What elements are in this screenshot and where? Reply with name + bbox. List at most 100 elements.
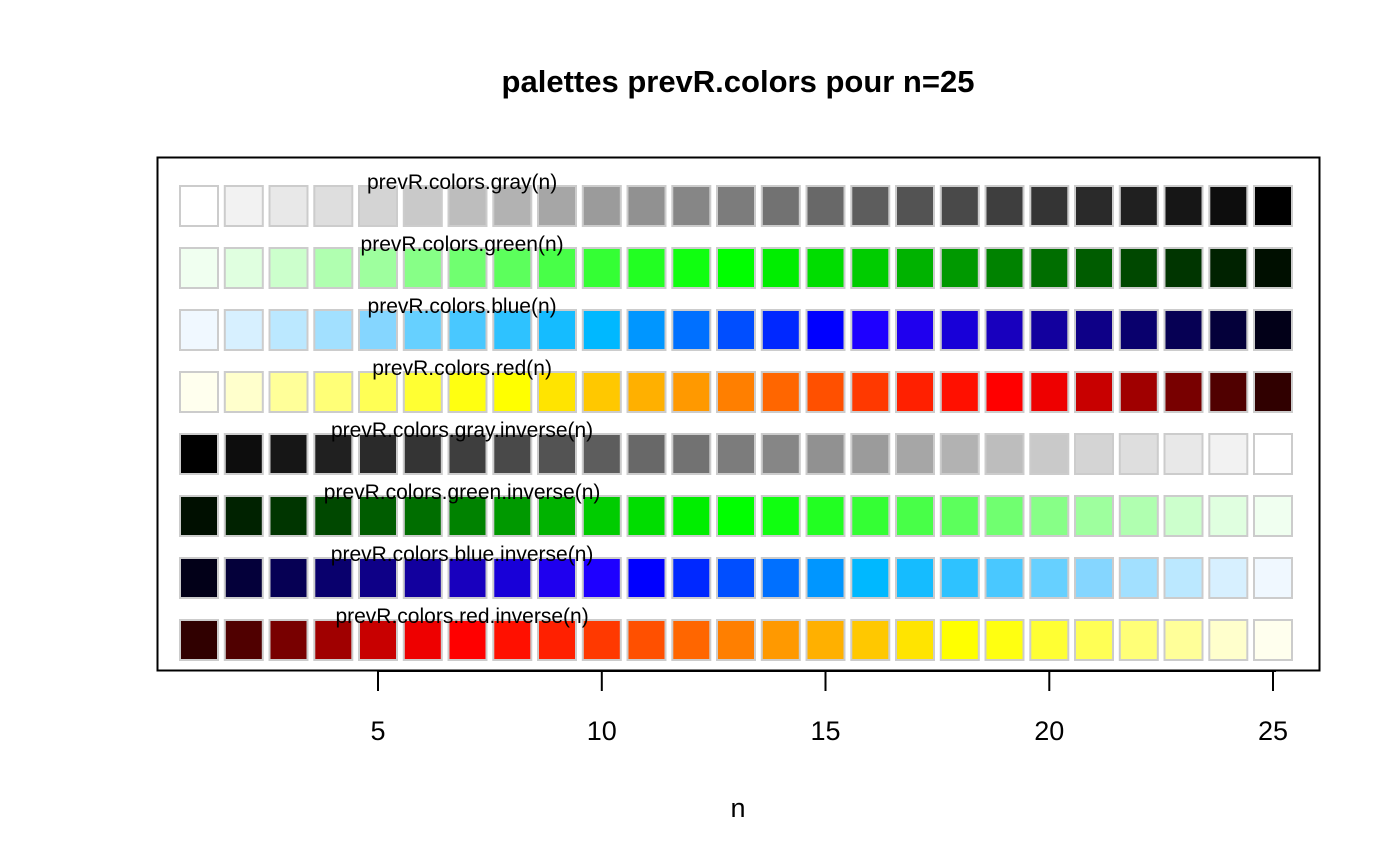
color-swatch — [1074, 371, 1114, 413]
color-swatch — [805, 557, 846, 599]
color-swatch — [626, 495, 667, 537]
color-swatch — [1253, 495, 1293, 537]
color-swatch — [1074, 495, 1114, 537]
color-swatch — [1074, 185, 1114, 227]
color-swatch — [492, 185, 533, 227]
color-swatch — [581, 247, 622, 289]
swatch-grid — [179, 185, 1293, 661]
color-swatch — [671, 619, 712, 661]
color-swatch — [1029, 557, 1070, 599]
color-swatch — [895, 309, 935, 351]
color-swatch — [402, 185, 443, 227]
color-swatch — [805, 185, 846, 227]
palette-label: prevR.colors.red(n) — [372, 357, 552, 380]
color-swatch — [447, 557, 488, 599]
color-swatch — [671, 557, 712, 599]
color-swatch — [268, 371, 309, 413]
color-swatch — [179, 371, 219, 413]
color-swatch — [358, 309, 398, 351]
color-swatch — [1029, 185, 1070, 227]
color-swatch — [760, 433, 801, 475]
color-swatch — [850, 495, 891, 537]
color-swatch — [626, 247, 667, 289]
color-swatch — [492, 309, 533, 351]
color-swatch — [984, 495, 1025, 537]
color-swatch — [223, 309, 264, 351]
color-swatch — [850, 247, 891, 289]
color-swatch — [179, 309, 219, 351]
color-swatch — [626, 309, 667, 351]
color-swatch — [671, 495, 712, 537]
color-swatch — [1118, 495, 1159, 537]
color-swatch — [805, 495, 846, 537]
x-tick-label: 25 — [1258, 716, 1288, 746]
color-swatch — [358, 247, 398, 289]
color-swatch — [358, 433, 398, 475]
color-swatch — [402, 495, 443, 537]
color-swatch — [626, 433, 667, 475]
color-swatch — [760, 557, 801, 599]
color-swatch — [1253, 371, 1293, 413]
color-swatch — [850, 371, 891, 413]
color-swatch — [179, 247, 219, 289]
color-swatch — [1208, 309, 1249, 351]
color-swatch — [1029, 371, 1070, 413]
color-swatch — [223, 247, 264, 289]
color-swatch — [1074, 309, 1114, 351]
color-swatch — [313, 557, 354, 599]
palette-label: prevR.colors.red.inverse(n) — [335, 605, 588, 628]
color-swatch — [268, 433, 309, 475]
color-swatch — [1029, 619, 1070, 661]
color-swatch — [313, 495, 354, 537]
color-swatch — [402, 247, 443, 289]
color-swatch — [358, 185, 398, 227]
color-swatch — [939, 185, 980, 227]
color-swatch — [1074, 433, 1114, 475]
color-swatch — [268, 247, 309, 289]
color-swatch — [984, 433, 1025, 475]
color-swatch — [179, 433, 219, 475]
color-swatch — [939, 371, 980, 413]
color-swatch — [1074, 247, 1114, 289]
color-swatch — [537, 433, 577, 475]
color-swatch — [402, 433, 443, 475]
color-swatch — [760, 371, 801, 413]
color-swatch — [268, 309, 309, 351]
color-swatch — [179, 495, 219, 537]
color-swatch — [1118, 309, 1159, 351]
color-swatch — [447, 371, 488, 413]
color-swatch — [537, 371, 577, 413]
color-swatch — [537, 247, 577, 289]
color-swatch — [895, 495, 935, 537]
color-swatch — [313, 247, 354, 289]
color-swatch — [671, 185, 712, 227]
color-swatch — [760, 619, 801, 661]
color-swatch — [313, 371, 354, 413]
color-swatch — [492, 371, 533, 413]
color-swatch — [581, 557, 622, 599]
color-swatch — [671, 247, 712, 289]
color-swatch — [179, 619, 219, 661]
color-swatch — [1029, 433, 1070, 475]
color-swatch — [895, 371, 935, 413]
color-swatch — [1029, 495, 1070, 537]
color-swatch — [1163, 619, 1204, 661]
color-swatch — [984, 619, 1025, 661]
color-swatch — [537, 619, 577, 661]
palette-label: prevR.colors.green.inverse(n) — [324, 481, 601, 504]
color-swatch — [1253, 619, 1293, 661]
color-swatch — [850, 619, 891, 661]
color-swatch — [626, 619, 667, 661]
x-tick-label: 20 — [1034, 716, 1064, 746]
color-swatch — [537, 557, 577, 599]
x-tick-label: 5 — [370, 716, 385, 746]
color-swatch — [1163, 433, 1204, 475]
color-swatch — [984, 247, 1025, 289]
color-swatch — [223, 185, 264, 227]
color-swatch — [313, 619, 354, 661]
color-swatch — [1163, 185, 1204, 227]
color-swatch — [805, 309, 846, 351]
color-swatch — [716, 495, 756, 537]
color-swatch — [1208, 371, 1249, 413]
